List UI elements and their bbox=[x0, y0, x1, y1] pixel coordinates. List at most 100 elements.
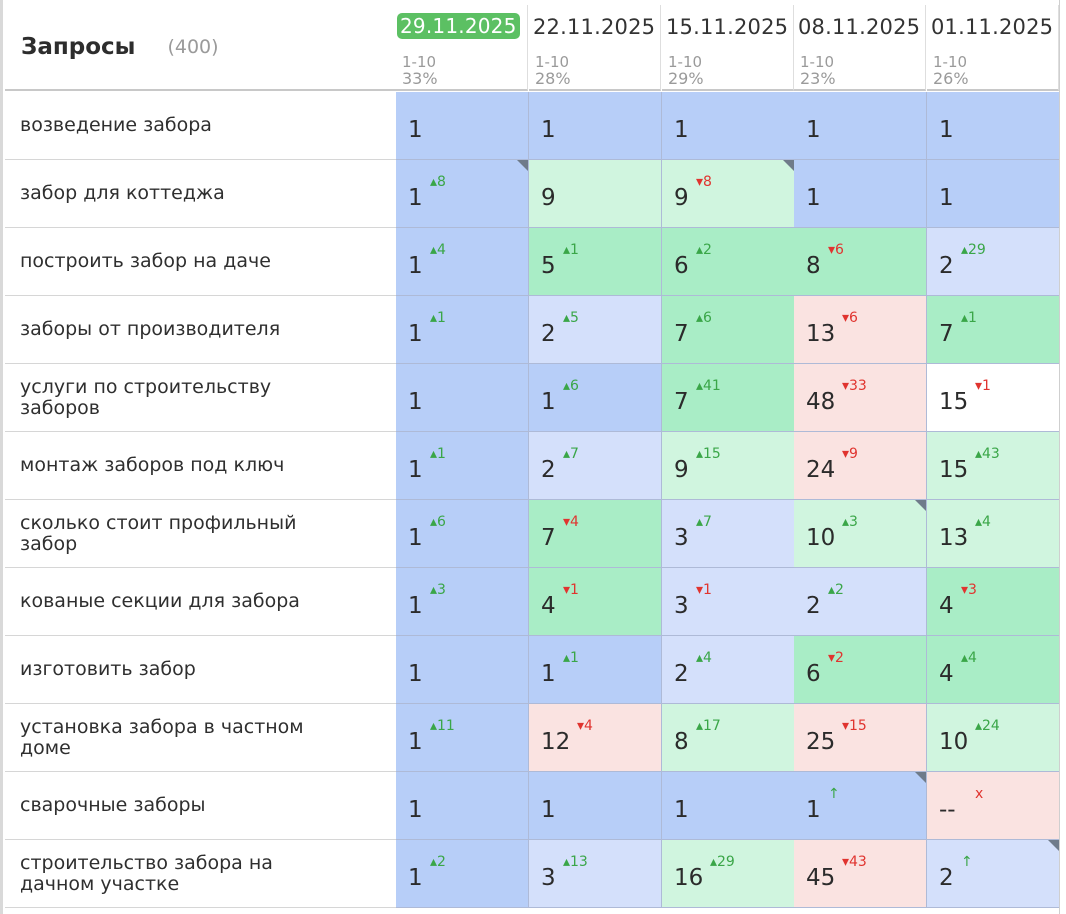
position-cell[interactable]: 9 ▾8 bbox=[662, 160, 795, 228]
note-corner-icon[interactable] bbox=[517, 160, 528, 171]
position-cell[interactable]: 2 ↑ bbox=[927, 840, 1060, 908]
position-cell[interactable]: 10 ▴24 bbox=[927, 704, 1060, 772]
keyword-row[interactable]: построить забор на даче bbox=[5, 228, 396, 296]
note-corner-icon[interactable] bbox=[915, 772, 926, 783]
position-cell[interactable]: 13 ▴4 bbox=[927, 500, 1060, 568]
keyword-row[interactable]: установка забора в частном доме bbox=[5, 704, 396, 772]
keyword-row[interactable]: строительство забора на дачном участке bbox=[5, 840, 396, 908]
position-cell[interactable]: 9 ▴15 bbox=[662, 432, 795, 500]
position-cell[interactable]: 3 ▾1 bbox=[662, 568, 795, 636]
position-cell[interactable]: 2 ▴2 bbox=[794, 568, 927, 636]
position-cell[interactable]: 1 ▴6 bbox=[529, 364, 662, 432]
position-cell[interactable]: 1 bbox=[529, 772, 662, 840]
position-cell[interactable]: 3 ▴7 bbox=[662, 500, 795, 568]
position-change: ▴5 bbox=[563, 310, 579, 326]
position-value: 2 bbox=[806, 593, 821, 619]
note-corner-icon[interactable] bbox=[783, 160, 794, 171]
position-cell[interactable]: 1 ↑ bbox=[794, 772, 927, 840]
position-cell[interactable]: 4 ▾3 bbox=[927, 568, 1060, 636]
position-cell[interactable]: 1 bbox=[927, 160, 1060, 228]
position-cell[interactable]: 6 ▾2 bbox=[794, 636, 927, 704]
position-cell[interactable]: 1 bbox=[662, 92, 795, 160]
position-cell[interactable]: 15 ▴43 bbox=[927, 432, 1060, 500]
position-cell[interactable]: 1 bbox=[396, 636, 529, 704]
date-column-header[interactable]: 29.11.2025 1-10 33% bbox=[396, 5, 528, 91]
keywords-title: Запросы bbox=[21, 34, 136, 60]
position-cell[interactable]: 1 ▴1 bbox=[396, 432, 529, 500]
keyword-text: установка забора в частном доме bbox=[20, 715, 304, 759]
date-column-header[interactable]: 22.11.2025 1-10 28% bbox=[529, 5, 661, 91]
keyword-row[interactable]: сколько стоит профильный забор bbox=[5, 500, 396, 568]
position-cell[interactable]: 8 ▴17 bbox=[662, 704, 795, 772]
position-change: ▴24 bbox=[975, 718, 1000, 734]
position-cell[interactable]: 3 ▴13 bbox=[529, 840, 662, 908]
note-corner-icon[interactable] bbox=[1048, 840, 1059, 851]
position-cell[interactable]: 16 ▴29 bbox=[662, 840, 795, 908]
position-value: 6 bbox=[674, 253, 689, 279]
position-value: 2 bbox=[541, 457, 556, 483]
position-cell[interactable]: 6 ▴2 bbox=[662, 228, 795, 296]
position-cell[interactable]: 1 bbox=[794, 92, 927, 160]
position-cell[interactable]: 7 ▴1 bbox=[927, 296, 1060, 364]
position-cell[interactable]: 1 bbox=[794, 160, 927, 228]
position-cell[interactable]: 2 ▴29 bbox=[927, 228, 1060, 296]
position-value: 1 bbox=[541, 389, 556, 415]
position-cell[interactable]: -- x bbox=[927, 772, 1060, 840]
position-cell[interactable]: 2 ▴4 bbox=[662, 636, 795, 704]
position-cell[interactable]: 1 ▴6 bbox=[396, 500, 529, 568]
position-cell[interactable]: 4 ▴4 bbox=[927, 636, 1060, 704]
keyword-row[interactable]: кованые секции для забора bbox=[5, 568, 396, 636]
position-change: ▾4 bbox=[577, 718, 593, 734]
position-cell[interactable]: 45 ▾43 bbox=[794, 840, 927, 908]
position-cell[interactable]: 1 bbox=[529, 92, 662, 160]
position-cell[interactable]: 7 ▴41 bbox=[662, 364, 795, 432]
date-column-header[interactable]: 15.11.2025 1-10 29% bbox=[662, 5, 794, 91]
position-cell[interactable]: 1 bbox=[396, 364, 529, 432]
position-value: 1 bbox=[408, 389, 423, 415]
position-cell[interactable]: 15 ▾1 bbox=[927, 364, 1060, 432]
position-cell[interactable]: 25 ▾15 bbox=[794, 704, 927, 772]
note-corner-icon[interactable] bbox=[915, 500, 926, 511]
position-cell[interactable]: 1 bbox=[927, 92, 1060, 160]
position-cell[interactable]: 8 ▾6 bbox=[794, 228, 927, 296]
date-column-header[interactable]: 01.11.2025 1-10 26% bbox=[927, 5, 1059, 91]
position-cell[interactable]: 1 ▴4 bbox=[396, 228, 529, 296]
keyword-row[interactable]: услуги по строительству заборов bbox=[5, 364, 396, 432]
position-cell[interactable]: 13 ▾6 bbox=[794, 296, 927, 364]
position-cell[interactable]: 1 ▴1 bbox=[529, 636, 662, 704]
position-cell[interactable]: 12 ▾4 bbox=[529, 704, 662, 772]
keywords-header[interactable]: Запросы (400) bbox=[5, 5, 396, 91]
position-value: 2 bbox=[541, 321, 556, 347]
keyword-row[interactable]: забор для коттеджа bbox=[5, 160, 396, 228]
position-cell[interactable]: 1 bbox=[396, 92, 529, 160]
position-cell[interactable]: 1 ▴2 bbox=[396, 840, 529, 908]
keyword-row[interactable]: заборы от производителя bbox=[5, 296, 396, 364]
position-cell[interactable]: 48 ▾33 bbox=[794, 364, 927, 432]
keyword-row[interactable]: сварочные заборы bbox=[5, 772, 396, 840]
position-cell[interactable]: 9 bbox=[529, 160, 662, 228]
range-label: 1-10 bbox=[668, 53, 703, 71]
position-cell[interactable]: 5 ▴1 bbox=[529, 228, 662, 296]
position-cell[interactable]: 2 ▴5 bbox=[529, 296, 662, 364]
keyword-row[interactable]: возведение забора bbox=[5, 92, 396, 160]
position-cell[interactable]: 1 ▴3 bbox=[396, 568, 529, 636]
position-cell[interactable]: 1 bbox=[396, 772, 529, 840]
keyword-row[interactable]: монтаж заборов под ключ bbox=[5, 432, 396, 500]
position-cell[interactable]: 4 ▾1 bbox=[529, 568, 662, 636]
date-column-header[interactable]: 08.11.2025 1-10 23% bbox=[794, 5, 926, 91]
position-value: 12 bbox=[541, 729, 571, 755]
position-cell[interactable]: 24 ▾9 bbox=[794, 432, 927, 500]
position-value: 1 bbox=[806, 117, 821, 143]
position-cell[interactable]: 10 ▴3 bbox=[794, 500, 927, 568]
position-change: ▴13 bbox=[563, 854, 588, 870]
position-cell[interactable]: 1 ▴1 bbox=[396, 296, 529, 364]
position-cell[interactable]: 7 ▾4 bbox=[529, 500, 662, 568]
position-cell[interactable]: 1 ▴11 bbox=[396, 704, 529, 772]
keyword-row[interactable]: изготовить забор bbox=[5, 636, 396, 704]
position-cell[interactable]: 1 ▴8 bbox=[396, 160, 529, 228]
position-cell[interactable]: 7 ▴6 bbox=[662, 296, 795, 364]
range-label: 1-10 bbox=[800, 53, 835, 71]
position-value: 2 bbox=[939, 253, 954, 279]
position-cell[interactable]: 1 bbox=[662, 772, 795, 840]
position-cell[interactable]: 2 ▴7 bbox=[529, 432, 662, 500]
